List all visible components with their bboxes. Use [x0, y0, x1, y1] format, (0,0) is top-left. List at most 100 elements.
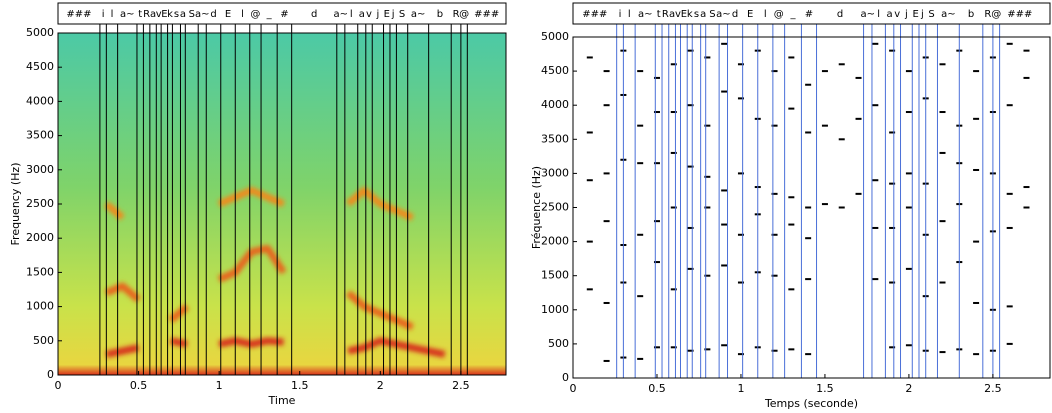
formant-point: [721, 189, 728, 192]
segment-label: d: [311, 9, 317, 20]
x-tick-label: 0: [55, 379, 62, 392]
formant-point: [805, 353, 812, 356]
segment-label: ###: [582, 9, 607, 20]
formant-point: [670, 151, 677, 154]
segment-label: #: [280, 9, 288, 20]
segment-label: a~: [638, 9, 653, 20]
formant-point: [586, 179, 593, 182]
formant-point: [653, 220, 660, 223]
formant-point: [1023, 186, 1030, 189]
formant-point: [771, 124, 778, 127]
segment-label: a~: [120, 9, 135, 20]
segment-label: v: [675, 9, 681, 20]
chart: 0 0.5 1 1.5 2 2.5 0 500 1000 1500 2000 2500 3000 3500…: [9, 3, 507, 407]
formant-point: [670, 63, 677, 66]
formant-point: [653, 162, 660, 165]
formant-point: [721, 264, 728, 267]
y-tick-label: 500: [33, 334, 54, 347]
segment-label: a: [150, 9, 156, 20]
x-tick-label: 2.5: [984, 382, 1002, 395]
formant-point: [637, 124, 644, 127]
formant-point: [905, 267, 912, 270]
formant-point: [905, 344, 912, 347]
segment-label: t: [138, 9, 142, 20]
formant-point: [687, 349, 694, 352]
formant-point: [872, 104, 879, 107]
formant-point: [637, 70, 644, 73]
formant-point: [788, 348, 795, 351]
y-tick-label: 3000: [541, 166, 569, 179]
segment-label: v: [366, 9, 372, 20]
formant-point: [653, 261, 660, 264]
y-tick-label: 2000: [26, 231, 54, 244]
segment-label: ###: [66, 9, 91, 20]
formant-point: [653, 76, 660, 79]
formant-point: [805, 237, 812, 240]
segment-label: E: [681, 9, 687, 20]
segment-label: i: [102, 9, 105, 20]
y-tick-label: 1500: [26, 265, 54, 278]
formant-point: [889, 131, 896, 134]
y-tick-label: 1000: [26, 300, 54, 313]
formant-point: [889, 281, 896, 284]
y-axis-label: Frequency (Hz): [9, 163, 22, 246]
formant-point: [586, 131, 593, 134]
y-tick-label: 3000: [26, 163, 54, 176]
formant-point: [1006, 305, 1013, 308]
segment-label: l: [628, 9, 631, 20]
segment-label: a: [887, 9, 893, 20]
segment-label: k: [167, 9, 173, 20]
formant-point: [838, 206, 845, 209]
segment-label: d: [837, 9, 843, 20]
segment-label: b: [968, 9, 974, 20]
y-tick-label: 4000: [541, 98, 569, 111]
segment-label: R: [662, 9, 669, 20]
formant-point: [737, 97, 744, 100]
formant-point: [872, 226, 879, 229]
formant-point: [586, 56, 593, 59]
formant-point: [939, 111, 946, 114]
formant-point: [821, 124, 828, 127]
segment-label: a: [359, 9, 365, 20]
x-tick-label: 1: [216, 379, 223, 392]
segment-label: @: [991, 9, 1001, 20]
segment-label: j: [391, 9, 395, 20]
formant-point: [788, 196, 795, 199]
formant-band: [105, 337, 446, 358]
formant-point: [637, 357, 644, 360]
formant-point: [771, 274, 778, 277]
formant-point: [603, 301, 610, 304]
plot-frame: [572, 36, 1051, 379]
segment-label: E: [747, 9, 753, 20]
formant-point: [889, 226, 896, 229]
y-tick-label: 5000: [541, 30, 569, 43]
segment-label: @: [459, 9, 469, 20]
segment-label: s: [174, 9, 179, 20]
formant-point: [855, 192, 862, 195]
segment-label: E: [161, 9, 167, 20]
segment-label: v: [894, 9, 900, 20]
segment-label: S: [399, 9, 405, 20]
formant-point: [1006, 192, 1013, 195]
formant-point: [821, 203, 828, 206]
formant-point: [704, 124, 711, 127]
formant-point: [1006, 226, 1013, 229]
formant-point: [637, 162, 644, 165]
formant-point: [586, 288, 593, 291]
formant-point: [1023, 76, 1030, 79]
y-tick-label: 2500: [541, 201, 569, 214]
formant-point: [905, 206, 912, 209]
segment-label: a: [180, 9, 186, 20]
formant-point: [687, 104, 694, 107]
x-tick-label: 0: [570, 382, 577, 395]
formant-point: [771, 349, 778, 352]
y-tick-label: 2500: [26, 197, 54, 210]
formant-point: [1006, 342, 1013, 345]
formant-point: [1023, 206, 1030, 209]
formant-point: [939, 281, 946, 284]
segment-label: b: [437, 9, 443, 20]
segment-label: a~: [195, 9, 210, 20]
formant-point: [821, 70, 828, 73]
